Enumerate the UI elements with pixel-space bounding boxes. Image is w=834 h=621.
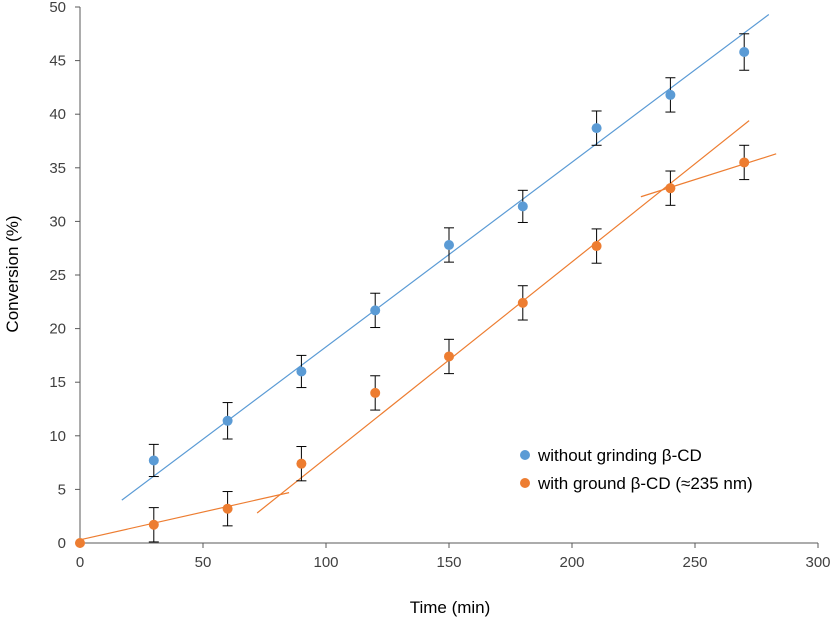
- x-tick-label: 0: [76, 554, 84, 571]
- data-point-series-0: [665, 89, 676, 100]
- y-tick-label: 5: [58, 481, 66, 498]
- x-tick-label: 300: [805, 554, 830, 571]
- y-tick-label: 15: [49, 374, 66, 391]
- legend-marker-with-ground: [520, 478, 530, 488]
- data-point-series-1: [517, 297, 528, 308]
- data-point-series-0: [370, 305, 381, 316]
- y-axis-title: Conversion (%): [3, 215, 22, 332]
- legend-label-with-ground: with ground β-CD (≈235 nm): [537, 474, 753, 493]
- trendline-series-0: [121, 14, 770, 501]
- y-tick-label: 20: [49, 321, 66, 338]
- data-point-series-0: [222, 415, 233, 426]
- x-tick-label: 200: [559, 554, 584, 571]
- x-tick-label: 250: [682, 554, 707, 571]
- data-point-series-0: [296, 366, 307, 377]
- trendline-series-1: [640, 153, 777, 198]
- y-tick-label: 35: [49, 160, 66, 177]
- axes: 0 50 100 150 200 250 300 0 5 10 15 20 25 30 35 40 45 50: [49, 0, 830, 571]
- data-point-series-0: [148, 455, 159, 466]
- data-point-series-0: [444, 239, 454, 250]
- data-point-series-1: [75, 538, 85, 548]
- data-point-series-1: [444, 351, 454, 362]
- data-point-series-1: [296, 458, 307, 469]
- data-point-series-1: [222, 503, 233, 514]
- legend: without grinding β-CD with ground β-CD (…: [520, 446, 753, 493]
- trendline-series-1: [79, 492, 290, 541]
- data-point-series-0: [739, 47, 750, 58]
- x-tick-label: 150: [436, 554, 461, 571]
- legend-label-without-grinding: without grinding β-CD: [537, 446, 702, 465]
- data-point-series-0: [591, 123, 602, 134]
- data-point-series-0: [517, 201, 528, 212]
- data-point-series-1: [739, 157, 750, 168]
- legend-marker-without-grinding: [520, 450, 530, 460]
- data-point-series-1: [665, 183, 676, 194]
- data-point-series-1: [148, 519, 159, 530]
- y-tick-label: 10: [49, 428, 66, 445]
- y-tick-label: 40: [49, 106, 66, 123]
- x-tick-label: 100: [313, 554, 338, 571]
- data-point-series-1: [370, 387, 381, 398]
- y-tick-label: 50: [49, 0, 66, 16]
- data-points: [75, 47, 750, 548]
- y-tick-label: 30: [49, 213, 66, 230]
- y-tick-label: 45: [49, 53, 66, 70]
- x-tick-label: 50: [195, 554, 212, 571]
- y-tick-label: 25: [49, 267, 66, 284]
- x-axis-title: Time (min): [410, 598, 491, 617]
- data-point-series-1: [591, 241, 602, 252]
- y-tick-label: 0: [58, 535, 66, 552]
- error-bars: [148, 33, 750, 543]
